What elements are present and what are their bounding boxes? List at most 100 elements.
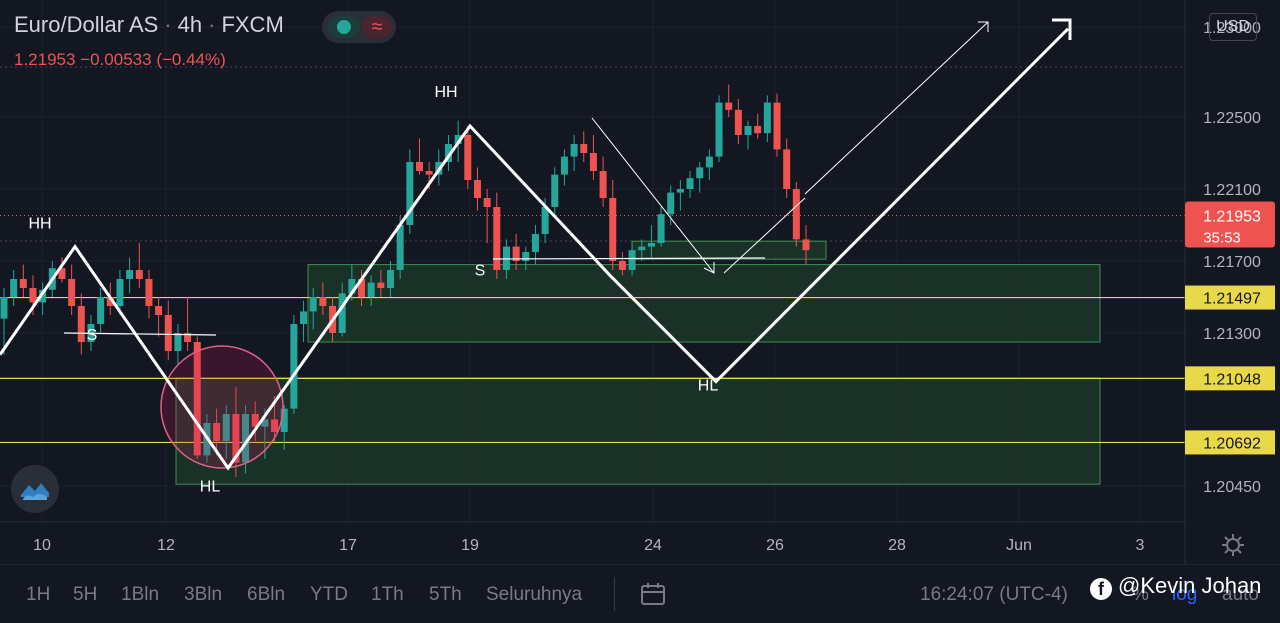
candle-body (271, 419, 279, 432)
timeframe-1bln[interactable]: 1Bln (121, 584, 160, 605)
x-tick-0: 10 (33, 537, 51, 554)
structure-line-2 (492, 257, 766, 260)
candle-body (483, 198, 491, 207)
level-label-0: 1.21497 (1203, 291, 1261, 308)
thin-arrow-up-head (978, 21, 989, 32)
interval: 4h (177, 12, 203, 37)
candle-7 (68, 264, 76, 315)
candle-72 (696, 162, 704, 193)
candle-body (280, 408, 288, 432)
candle-body (58, 268, 66, 279)
settings-gear-icon[interactable] (1220, 532, 1246, 558)
timeframe-5h[interactable]: 5H (73, 584, 98, 605)
clock[interactable]: 16:24:07 (UTC-4) (920, 584, 1068, 605)
annotation-hl-2: HL (200, 478, 221, 495)
candle-body (541, 207, 549, 234)
candle-body (164, 315, 172, 351)
candle-6 (58, 257, 66, 283)
exchange: FXCM (221, 12, 284, 37)
candle-body (454, 135, 462, 144)
facebook-icon: f (1090, 578, 1112, 600)
timeframe-6bln[interactable]: 6Bln (247, 584, 286, 605)
annotation-hh-0: HH (28, 216, 51, 233)
candle-body (309, 297, 317, 312)
candle-body (135, 270, 143, 279)
tradingview-logo[interactable] (11, 465, 59, 513)
candle-body (184, 333, 192, 342)
last-price: 1.21953 (14, 50, 76, 69)
candle-body (415, 162, 423, 171)
candle-76 (734, 99, 742, 144)
auto-toggle[interactable]: auto (1222, 584, 1259, 605)
price-change-pct: (−0.44%) (156, 50, 226, 69)
candle-body (647, 243, 655, 247)
timeframe-1h[interactable]: 1H (26, 584, 51, 605)
timeframe-1th[interactable]: 1Th (371, 584, 404, 605)
candle-body (68, 279, 76, 306)
candle-body (145, 279, 153, 306)
candle-body (367, 282, 375, 297)
candle-body (493, 207, 501, 270)
candle-10 (97, 288, 105, 333)
thin-arrow-up-2 (804, 21, 989, 195)
candle-body (686, 178, 694, 189)
candle-57 (551, 167, 559, 216)
candle-77 (744, 120, 752, 150)
candle-50 (483, 189, 491, 243)
timeframe-all[interactable]: Seluruhnya (486, 584, 583, 605)
candle-body (396, 225, 404, 270)
timeframe-3bln[interactable]: 3Bln (184, 584, 223, 605)
percent-toggle[interactable]: % (1132, 584, 1149, 605)
candle-79 (763, 95, 771, 143)
candle-body (261, 419, 269, 427)
x-tick-6: 28 (888, 537, 906, 554)
timeframe-ytd[interactable]: YTD (310, 584, 348, 605)
candle-body (222, 414, 230, 441)
market-status-pill[interactable]: ≈ (322, 11, 396, 43)
candle-68 (657, 207, 665, 247)
candle-body (77, 306, 85, 342)
level-label-bg-1 (1185, 366, 1275, 391)
candle-55 (531, 225, 539, 265)
candle-8 (77, 293, 85, 355)
currency-button[interactable]: USD (1209, 13, 1257, 41)
candle-22 (213, 408, 221, 456)
price-axis: 1.23000 1.22500 1.22100 1.21700 1.21300 1.204… (1184, 0, 1275, 565)
candle-71 (686, 171, 694, 198)
candle-61 (589, 135, 597, 180)
thin-arrow-down (591, 117, 715, 274)
candle-body (155, 306, 163, 315)
price-quote: 1.21953 −0.00533 (−0.44%) (14, 50, 226, 70)
candle-17 (164, 300, 172, 360)
x-tick-5: 26 (766, 537, 784, 554)
symbol-header[interactable]: Euro/Dollar AS · 4h · FXCM (14, 12, 284, 37)
candle-60 (580, 131, 588, 162)
demand-zone-1 (307, 264, 1101, 343)
candle-body (744, 126, 752, 135)
candle-body (126, 270, 134, 279)
candle-body (348, 279, 356, 294)
candle-40 (387, 261, 395, 297)
level-label-2: 1.20692 (1203, 435, 1261, 452)
candle-body (193, 342, 201, 456)
date-range-icon[interactable] (640, 582, 666, 608)
candle-33 (319, 282, 327, 315)
time-axis: 10 12 17 19 24 26 28 Jun 3 (0, 521, 1280, 566)
highlight-circle (160, 345, 284, 469)
candle-body (667, 192, 675, 215)
candle-0 (0, 288, 8, 355)
market-open-indicator (328, 16, 360, 38)
candle-4 (39, 282, 47, 315)
log-toggle[interactable]: log (1172, 584, 1198, 605)
level-label-bg-0 (1185, 285, 1275, 310)
candle-12 (116, 270, 124, 315)
candle-body (251, 414, 259, 427)
candle-body (763, 102, 771, 134)
timeframe-5th[interactable]: 5Th (429, 584, 462, 605)
candle-81 (783, 138, 791, 198)
candle-30 (290, 315, 298, 414)
candle-body (444, 144, 452, 162)
candle-73 (705, 149, 713, 180)
candle-body (696, 167, 704, 179)
